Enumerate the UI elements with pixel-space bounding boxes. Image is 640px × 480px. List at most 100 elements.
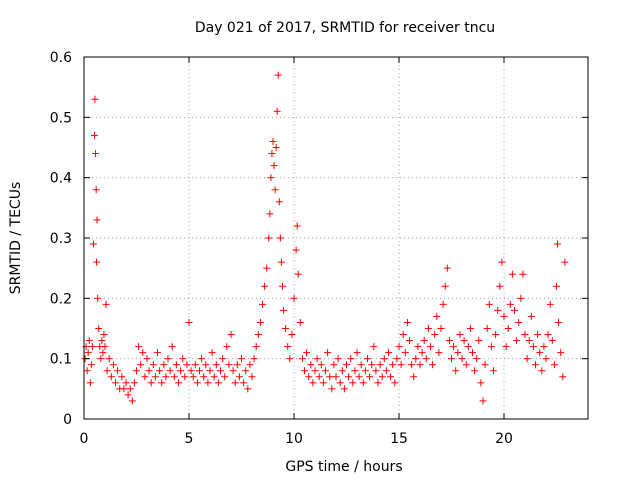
y-tick-label: 0 [63, 412, 72, 428]
data-point [515, 318, 523, 326]
data-point [133, 367, 140, 375]
data-point [290, 294, 298, 302]
data-point [340, 385, 348, 393]
data-point [275, 198, 283, 206]
data-point [282, 325, 290, 332]
data-point [309, 379, 317, 387]
data-point [181, 373, 189, 381]
data-point [540, 343, 548, 351]
data-point [416, 361, 424, 369]
data-point [511, 306, 518, 314]
data-point [357, 361, 365, 369]
data-point [120, 385, 128, 393]
data-point [139, 349, 147, 357]
data-point [242, 367, 250, 375]
x-tick-label: 0 [80, 431, 89, 447]
data-point [414, 343, 422, 351]
data-point [485, 300, 493, 308]
data-point [151, 373, 159, 381]
data-point [196, 367, 203, 375]
data-point [403, 318, 411, 326]
data-point [231, 379, 239, 387]
data-point [93, 258, 101, 266]
data-point [250, 355, 258, 363]
data-point [112, 379, 119, 387]
data-point [487, 343, 495, 351]
data-point [83, 367, 91, 375]
data-point [156, 367, 164, 375]
data-point [286, 355, 294, 363]
data-point [353, 349, 361, 357]
data-point [454, 349, 462, 357]
data-point [107, 373, 115, 381]
data-point [235, 373, 243, 381]
data-point [334, 355, 342, 363]
data-point [481, 361, 489, 369]
data-point [193, 379, 201, 387]
data-point [208, 349, 216, 357]
data-point [160, 361, 168, 369]
data-point [124, 391, 132, 399]
data-point [351, 367, 359, 375]
data-point [399, 331, 407, 339]
data-point [324, 349, 332, 357]
data-point [135, 343, 143, 351]
data-point [94, 294, 102, 302]
data-point [462, 361, 470, 369]
data-point [98, 337, 106, 345]
data-point [431, 331, 439, 339]
data-point [445, 337, 453, 345]
x-axis-label: GPS time / hours [285, 459, 402, 475]
data-point [553, 282, 560, 290]
data-point [164, 355, 172, 363]
data-point [189, 373, 197, 381]
data-point [326, 373, 334, 381]
data-point [149, 361, 157, 369]
data-point [372, 367, 380, 375]
data-point [305, 373, 313, 381]
data-point [376, 361, 384, 369]
data-point [168, 343, 176, 351]
data-point [464, 343, 472, 351]
data-point [343, 361, 350, 369]
data-point [313, 355, 321, 363]
data-point [256, 318, 264, 326]
y-tick-label: 0.1 [50, 352, 72, 368]
data-point [529, 343, 537, 351]
data-point [460, 337, 468, 345]
data-point [437, 325, 445, 332]
data-point [429, 361, 437, 369]
data-point [263, 264, 271, 272]
data-point [439, 300, 447, 308]
data-point [277, 258, 285, 266]
data-point [223, 343, 231, 351]
data-point [267, 174, 275, 182]
data-point [88, 343, 96, 351]
data-point [101, 343, 109, 351]
data-point [128, 397, 136, 405]
x-tick-label: 20 [495, 431, 513, 447]
data-point [393, 355, 401, 363]
data-point [141, 373, 149, 381]
data-point [490, 367, 497, 375]
data-point [389, 361, 397, 369]
y-tick-label: 0.4 [50, 171, 72, 187]
data-point [137, 361, 145, 369]
data-point [227, 331, 235, 339]
y-tick-label: 0.5 [50, 110, 72, 126]
data-point [450, 343, 458, 351]
data-point [536, 349, 544, 357]
data-point [532, 361, 539, 369]
data-point [248, 373, 256, 381]
data-point [435, 349, 443, 357]
data-point [422, 355, 430, 363]
data-point [280, 306, 287, 314]
data-point [99, 349, 107, 357]
data-point [85, 337, 93, 345]
data-point [504, 325, 512, 332]
data-point [359, 379, 367, 387]
data-point [187, 367, 195, 375]
data-point [244, 385, 252, 393]
data-point [523, 355, 531, 363]
data-point [496, 282, 504, 290]
